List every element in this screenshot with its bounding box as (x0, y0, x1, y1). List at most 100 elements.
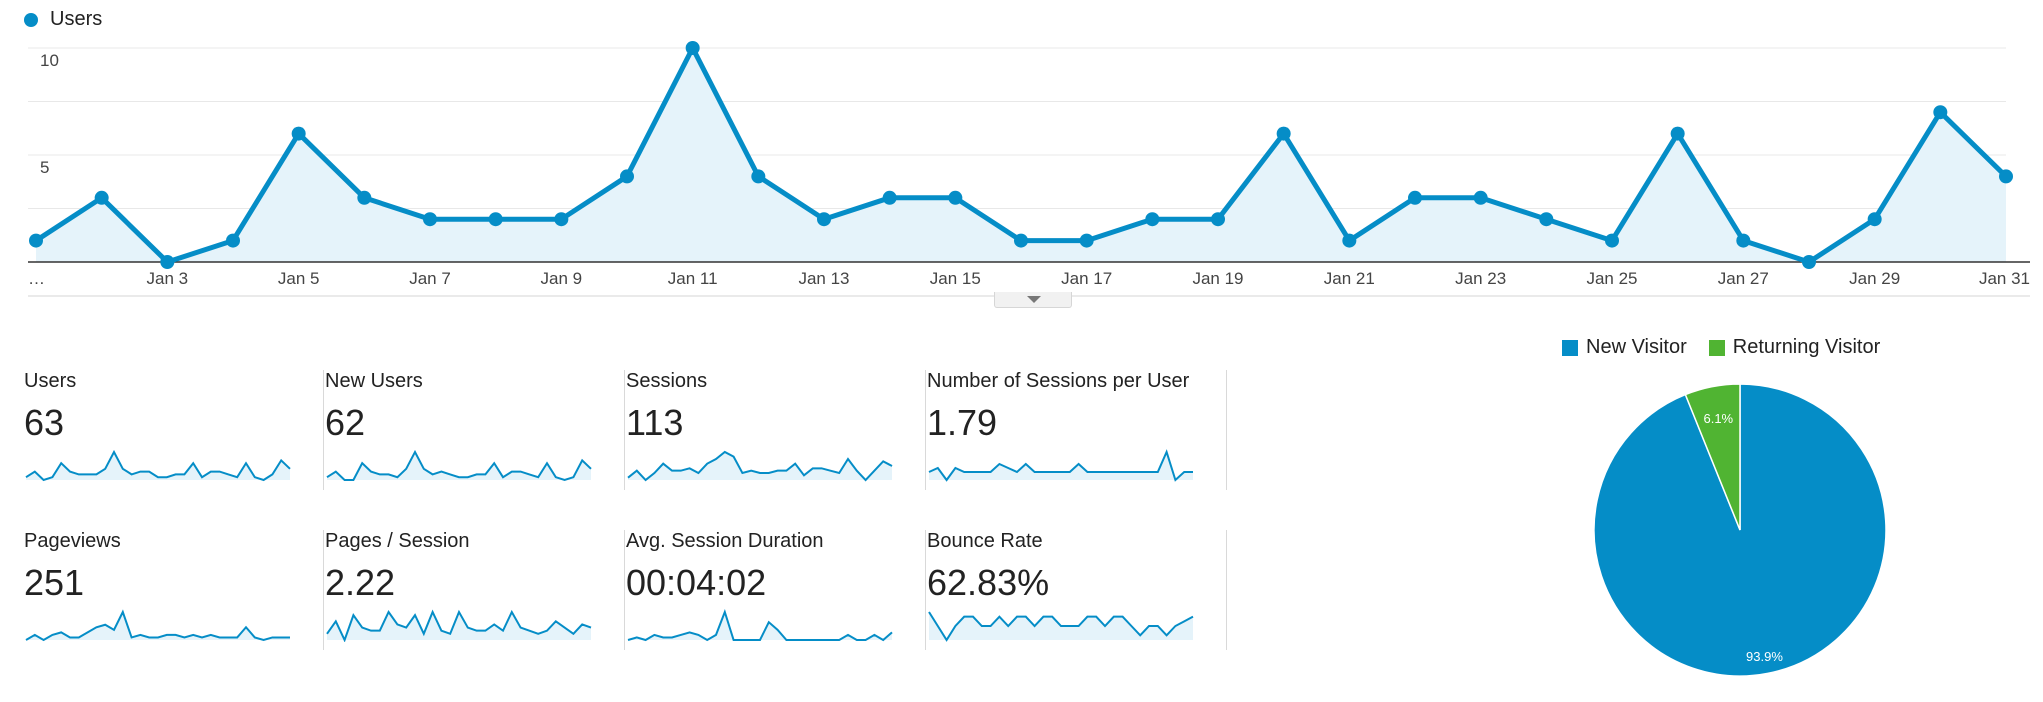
metric-sparkline (928, 449, 1193, 482)
metric-sparkline (928, 611, 1194, 642)
x-tick-label: Jan 25 (1586, 269, 1637, 288)
returning-visitor-swatch (1708, 339, 1725, 356)
metric-tile-pageviews[interactable]: Pageviews 251 (24, 530, 324, 650)
x-tick-label: Jan 13 (798, 269, 849, 288)
data-point[interactable] (882, 190, 897, 205)
metric-value: 00:04:02 (626, 562, 767, 603)
data-point[interactable] (1145, 212, 1160, 227)
chart-legend[interactable]: Users (24, 8, 102, 31)
sparkline-fill (628, 452, 892, 480)
metric-tile-sessions[interactable]: Sessions 113 (626, 370, 926, 490)
pie-slice-label: 93.9% (1746, 649, 1783, 664)
metric-value: 63 (24, 402, 65, 443)
data-point[interactable] (1014, 233, 1028, 248)
data-point[interactable] (160, 255, 175, 269)
sparkline-fill (327, 452, 591, 480)
sparkline-line (326, 609, 592, 642)
metric-label: Users (24, 370, 77, 392)
data-point[interactable] (1473, 190, 1488, 205)
data-point[interactable] (751, 169, 766, 184)
sparkline-line (928, 449, 1193, 482)
data-point[interactable] (1079, 233, 1094, 248)
x-tick-label: Jan 21 (1324, 269, 1375, 288)
legend-new-visitor[interactable]: New Visitor (1562, 336, 1687, 359)
x-tick-label: Jan 29 (1849, 269, 1900, 288)
metric-value: 62 (325, 402, 366, 443)
pie-legend[interactable]: New Visitor Returning Visitor (1562, 336, 1902, 359)
data-point[interactable] (1276, 126, 1291, 141)
x-tick-label: Jan 27 (1718, 269, 1769, 288)
metric-label: New Users (325, 370, 423, 392)
sparkline-fill (26, 612, 290, 640)
data-point[interactable] (554, 212, 569, 227)
data-point[interactable] (291, 126, 306, 141)
metric-tile-pages-session[interactable]: Pages / Session 2.22 (325, 530, 625, 650)
pie-slice-returning-visitor[interactable] (1684, 383, 1741, 531)
legend-users-label: Users (50, 8, 103, 30)
data-point[interactable] (817, 212, 831, 227)
x-tick-label: Jan 3 (147, 269, 189, 288)
sparkline-line (326, 449, 592, 482)
metric-tile-new-users[interactable]: New Users 62 (325, 370, 625, 490)
metric-tile-users[interactable]: Users 63 (24, 370, 324, 490)
data-point[interactable] (1802, 255, 1816, 269)
metric-tile-bounce-rate[interactable]: Bounce Rate 62.83% (927, 530, 1227, 650)
data-point[interactable] (1933, 105, 1948, 120)
x-tick-label: Jan 11 (668, 269, 718, 288)
sparkline-line (25, 449, 291, 482)
metric-label: Pageviews (24, 530, 121, 552)
data-point[interactable] (1408, 190, 1422, 205)
data-point[interactable] (1342, 233, 1357, 248)
y-tick-label: 5 (40, 158, 49, 177)
data-point[interactable] (948, 190, 963, 205)
data-point[interactable] (620, 169, 634, 184)
data-point[interactable] (1670, 126, 1685, 141)
metric-tile-avg-session-duration[interactable]: Avg. Session Duration 00:04:02 (626, 530, 926, 650)
data-point[interactable] (1867, 212, 1882, 227)
sparkline-line (928, 611, 1194, 642)
x-tick-label: Jan 9 (541, 269, 583, 288)
sparkline-fill (628, 612, 892, 640)
data-point[interactable] (423, 212, 437, 227)
data-point[interactable] (1999, 169, 2013, 184)
data-point[interactable] (94, 190, 109, 205)
metric-sparkline (627, 450, 893, 482)
data-point[interactable] (488, 212, 503, 227)
metric-label: Pages / Session (325, 530, 470, 552)
data-point[interactable] (357, 190, 372, 205)
data-point[interactable] (226, 233, 240, 248)
metric-label: Bounce Rate (927, 530, 1043, 552)
y-tick-label: 10 (40, 51, 59, 70)
new-visitor-swatch (1562, 339, 1578, 356)
data-point[interactable] (1211, 212, 1225, 227)
sparkline-line (25, 609, 290, 642)
metric-sparkline (326, 449, 592, 482)
sparkline-line (627, 450, 893, 482)
metric-sparkline (25, 449, 291, 482)
data-point[interactable] (685, 41, 700, 55)
metric-sparkline (25, 609, 290, 642)
users-legend-dot (24, 12, 38, 27)
collapse-chart-toggle[interactable] (994, 292, 1072, 308)
legend-returning-visitor-label: Returning Visitor (1732, 336, 1881, 358)
metric-label: Number of Sessions per User (927, 370, 1190, 392)
data-point[interactable] (1539, 212, 1554, 227)
data-point[interactable] (29, 233, 43, 248)
x-tick-label: Jan 7 (409, 269, 451, 288)
legend-new-visitor-label: New Visitor (1586, 336, 1687, 358)
chevron-down-icon (1027, 296, 1041, 303)
x-tick-label: Jan 23 (1455, 269, 1506, 288)
data-point[interactable] (1736, 233, 1751, 248)
x-tick-label: Jan 5 (278, 269, 320, 288)
data-point[interactable] (1605, 233, 1619, 248)
metric-value: 1.79 (927, 402, 998, 443)
visitor-type-pie-chart: 93.9% 6.1% (1593, 383, 1887, 677)
metric-value: 251 (24, 562, 85, 603)
legend-returning-visitor[interactable]: Returning Visitor (1708, 336, 1881, 359)
x-tick-label: Jan 15 (930, 269, 981, 288)
metric-value: 113 (626, 402, 684, 443)
metric-label: Avg. Session Duration (626, 530, 824, 552)
x-tick-label: Jan 31 (1979, 269, 2030, 288)
sparkline-line (627, 608, 893, 642)
metric-tile-number-of-sessions-per-user[interactable]: Number of Sessions per User 1.79 (927, 370, 1227, 490)
